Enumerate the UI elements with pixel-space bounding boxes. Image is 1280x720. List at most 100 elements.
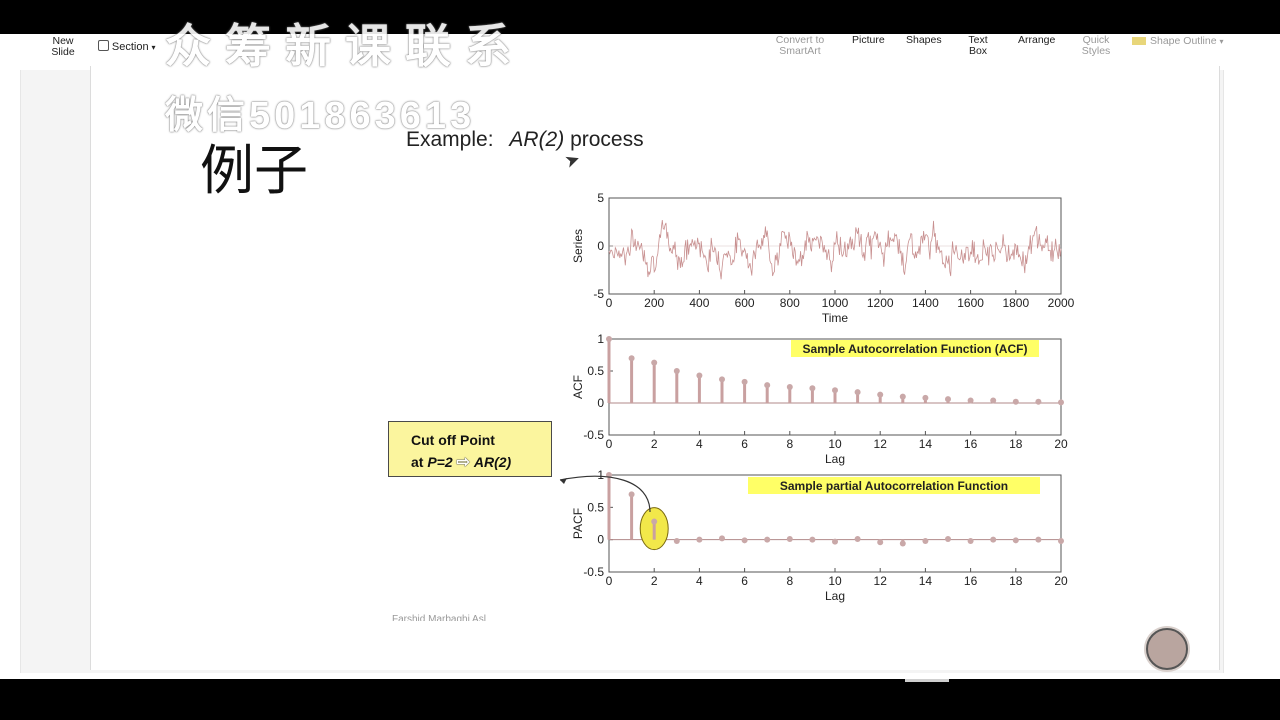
x-tick-label: 6 xyxy=(741,574,748,588)
x-tick-label: 16 xyxy=(964,574,978,588)
stem-marker xyxy=(741,378,748,385)
slide-footer: Farshid Marbaghi Asl xyxy=(392,614,486,621)
text-box-button[interactable]: Text Box xyxy=(968,34,988,57)
y-tick-label: 0 xyxy=(597,533,604,547)
stem-marker xyxy=(673,537,680,544)
shape-outline-button[interactable]: Shape Outline ▾ xyxy=(1132,36,1224,47)
stem-marker xyxy=(922,394,929,401)
x-tick-label: 20 xyxy=(1054,437,1068,451)
x-tick-label: 6 xyxy=(741,437,748,451)
stem-marker xyxy=(673,368,680,374)
y-tick-label: 1 xyxy=(597,332,604,346)
chart-title-box xyxy=(748,477,1040,494)
callout-pointer-arrowhead xyxy=(560,478,567,484)
chart-title: Sample partial Autocorrelation Function xyxy=(780,479,1008,493)
x-tick-label: 1400 xyxy=(912,296,939,310)
stem-marker xyxy=(877,539,884,546)
x-axis-label: Lag xyxy=(825,589,845,603)
slide-title: 例子 xyxy=(200,139,308,202)
stem-marker xyxy=(1058,537,1064,544)
x-tick-label: 12 xyxy=(874,437,888,451)
navigation-circle-button[interactable] xyxy=(1146,628,1188,670)
chevron-down-icon: ▾ xyxy=(151,43,156,52)
stem-marker xyxy=(877,391,884,398)
stem-marker xyxy=(628,491,635,498)
x-tick-label: 600 xyxy=(735,296,755,310)
x-tick-label: 2 xyxy=(651,437,658,451)
x-tick-label: 18 xyxy=(1009,574,1023,588)
y-tick-label: 5 xyxy=(597,191,604,205)
picture-button[interactable]: Picture xyxy=(852,34,885,46)
chart-title: Sample Autocorrelation Function (ACF) xyxy=(803,342,1028,356)
stem-marker xyxy=(809,536,816,543)
x-tick-label: 14 xyxy=(919,574,933,588)
implies-arrow-icon: ⇨ xyxy=(456,454,470,471)
callout-line1: Cut off Point xyxy=(411,432,495,448)
quick-styles-button[interactable]: Quick Styles xyxy=(1081,34,1111,57)
x-axis-label: Time xyxy=(822,311,849,325)
x-tick-label: 10 xyxy=(828,574,842,588)
stem-marker xyxy=(628,355,635,362)
stem-marker xyxy=(1035,536,1042,543)
stem-marker xyxy=(832,387,838,394)
chevron-down-icon: ▾ xyxy=(1219,37,1224,46)
y-tick-label: 0 xyxy=(597,396,604,410)
shapes-button[interactable]: Shapes xyxy=(906,34,942,46)
example-suffix: process xyxy=(570,128,644,151)
stem-marker xyxy=(719,535,725,542)
stem-marker xyxy=(1012,398,1019,405)
horizontal-scrollbar[interactable] xyxy=(905,679,949,682)
stem-marker xyxy=(741,537,748,544)
y-tick-label: 1 xyxy=(597,468,604,482)
y-axis-label: PACF xyxy=(571,508,585,539)
watermark-line2: 微信501863613 xyxy=(165,95,476,137)
stem-marker xyxy=(651,359,658,366)
stem-marker xyxy=(1035,398,1042,405)
x-tick-label: 20 xyxy=(1054,574,1068,588)
y-axis-label: ACF xyxy=(571,375,585,399)
stem-marker xyxy=(990,397,997,404)
stem-marker xyxy=(696,372,703,379)
x-tick-label: 0 xyxy=(606,574,613,588)
bottom-bar xyxy=(0,679,1280,720)
stem-marker xyxy=(899,393,906,400)
callout-pointer-line xyxy=(559,475,651,513)
x-tick-label: 4 xyxy=(696,437,703,451)
x-tick-label: 1200 xyxy=(867,296,894,310)
y-tick-label: 0.5 xyxy=(587,364,604,378)
section-button[interactable]: Section ▾ xyxy=(98,40,156,53)
stem-marker xyxy=(1058,399,1064,406)
convert-smartart-button[interactable]: Convert to SmartArt xyxy=(775,34,825,57)
stem-marker xyxy=(606,336,612,342)
pen-icon xyxy=(1132,37,1146,45)
y-tick-label: -0.5 xyxy=(583,428,604,442)
stem-marker xyxy=(651,518,658,525)
callout-line2: at P=2 ⇨ AR(2) xyxy=(411,454,512,471)
x-tick-label: 400 xyxy=(689,296,709,310)
stem-marker xyxy=(719,376,725,383)
section-icon xyxy=(98,40,109,51)
x-tick-label: 1000 xyxy=(822,296,849,310)
x-tick-label: 2 xyxy=(651,574,658,588)
stem-marker xyxy=(764,536,771,543)
arrange-button[interactable]: Arrange xyxy=(1018,34,1056,46)
x-tick-label: 8 xyxy=(786,574,793,588)
y-tick-label: 0.5 xyxy=(587,500,604,514)
stem-marker xyxy=(967,397,974,404)
x-tick-label: 18 xyxy=(1009,437,1023,451)
new-slide-button[interactable]: New Slide xyxy=(51,35,75,58)
stem-marker xyxy=(899,540,906,547)
x-tick-label: 10 xyxy=(828,437,842,451)
ribbon-toolbar: New Slide Section ▾ Convert to SmartArt … xyxy=(0,34,1280,64)
example-model: AR(2) xyxy=(509,128,565,151)
x-tick-label: 1600 xyxy=(957,296,984,310)
x-tick-label: 2000 xyxy=(1048,296,1075,310)
chart-title-box xyxy=(791,340,1039,357)
example-heading: Example: AR(2) process xyxy=(406,128,644,152)
x-tick-label: 8 xyxy=(786,437,793,451)
x-tick-label: 800 xyxy=(780,296,800,310)
stem-marker xyxy=(809,385,816,392)
watermark-line1: 众筹新课联系 xyxy=(165,20,525,72)
y-axis-label: Series xyxy=(571,229,585,263)
